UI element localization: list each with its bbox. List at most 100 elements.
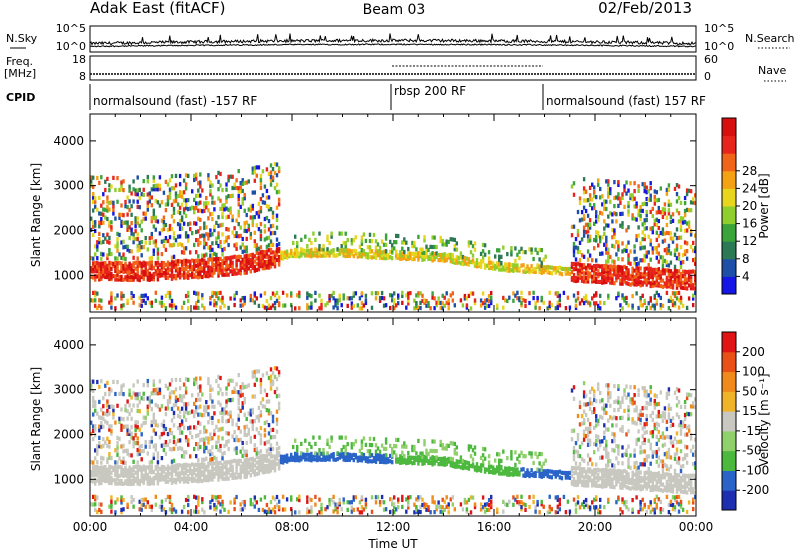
- power-cell: [306, 248, 309, 253]
- power-cell: [621, 268, 624, 273]
- power-cell: [124, 256, 127, 261]
- power-cell: [320, 253, 323, 258]
- power-cell: [320, 298, 323, 303]
- power-cell: [156, 219, 160, 224]
- velocity-cell: [364, 456, 368, 461]
- velocity-cell: [118, 473, 121, 478]
- velocity-cell: [213, 428, 216, 433]
- power-cell: [199, 258, 202, 263]
- power-cell: [112, 175, 115, 180]
- power-cell: [229, 258, 232, 264]
- power-cell: [168, 195, 172, 200]
- velocity-cell: [423, 439, 426, 444]
- velocity-cell: [215, 505, 218, 510]
- power-cell: [132, 271, 135, 276]
- power-cell: [197, 267, 200, 272]
- power-cell: [358, 244, 362, 249]
- power-cell: [481, 242, 485, 247]
- power-cell: [197, 295, 200, 300]
- velocity-cell: [249, 497, 253, 503]
- velocity-cell: [441, 446, 444, 451]
- power-cell: [677, 277, 681, 282]
- velocity-cell: [201, 457, 204, 462]
- velocity-cell: [197, 420, 200, 425]
- velocity-cell: [144, 439, 147, 445]
- power-cell: [231, 230, 234, 235]
- power-cell: [538, 257, 541, 262]
- y-tick-label: 2000: [53, 223, 84, 237]
- power-cell: [318, 247, 321, 252]
- power-cell: [536, 298, 539, 303]
- velocity-cell: [279, 454, 283, 459]
- velocity-cell: [338, 452, 341, 457]
- power-cell: [639, 217, 642, 222]
- power-cell: [203, 237, 206, 242]
- power-cell: [273, 255, 277, 260]
- power-cell: [164, 236, 168, 241]
- power-cell: [615, 212, 618, 217]
- velocity-cell: [362, 453, 366, 458]
- velocity-cell: [98, 502, 101, 507]
- power-cell: [659, 305, 663, 311]
- power-cell: [342, 251, 345, 256]
- velocity-cell: [211, 457, 214, 462]
- velocity-cell: [122, 456, 125, 461]
- velocity-cell: [490, 494, 493, 500]
- velocity-cell: [106, 443, 109, 448]
- velocity-cell: [132, 504, 135, 509]
- power-cell: [538, 266, 541, 272]
- power-cell: [336, 253, 339, 258]
- velocity-cell: [453, 448, 457, 453]
- velocity-cell: [104, 383, 107, 388]
- power-cell: [191, 267, 194, 272]
- power-cell: [595, 230, 598, 235]
- power-cell: [617, 196, 620, 201]
- power-cell: [588, 234, 592, 239]
- velocity-cell: [263, 454, 267, 459]
- velocity-cell: [269, 374, 273, 379]
- power-cell: [617, 264, 620, 269]
- velocity-cell: [166, 399, 170, 404]
- velocity-cell: [114, 481, 117, 486]
- power-cell: [393, 240, 396, 245]
- power-cell: [170, 202, 174, 207]
- power-cell: [277, 189, 281, 194]
- velocity-cell: [94, 494, 97, 499]
- power-cell: [599, 264, 602, 269]
- velocity-cell: [231, 434, 234, 439]
- power-cell: [146, 275, 150, 280]
- power-cell: [213, 291, 216, 296]
- power-cell: [197, 208, 200, 213]
- power-cell: [669, 271, 673, 276]
- power-cell: [431, 235, 434, 240]
- power-cell: [126, 300, 129, 305]
- power-cell: [118, 261, 121, 266]
- velocity-cell: [193, 377, 196, 382]
- power-cell: [572, 262, 576, 267]
- power-cell: [455, 241, 459, 246]
- velocity-cell: [229, 410, 232, 415]
- velocity-cell: [413, 444, 416, 450]
- power-cell: [653, 197, 657, 202]
- velocity-cell: [227, 411, 230, 416]
- velocity-cell: [197, 509, 200, 514]
- velocity-cell: [350, 505, 354, 510]
- velocity-cell: [108, 467, 111, 472]
- power-cell: [154, 298, 158, 303]
- power-cell: [487, 250, 491, 255]
- power-cell: [229, 296, 232, 301]
- power-cell: [619, 196, 622, 201]
- power-cell: [257, 210, 261, 215]
- power-cell: [580, 237, 584, 242]
- velocity-cell: [378, 457, 382, 462]
- power-cell: [263, 200, 267, 205]
- power-cell: [558, 271, 562, 276]
- power-cell: [576, 296, 580, 301]
- power-cell: [328, 250, 331, 255]
- power-cell: [671, 298, 675, 304]
- velocity-cell: [239, 458, 242, 464]
- power-cell: [673, 293, 677, 298]
- velocity-cell: [455, 462, 459, 467]
- velocity-cell: [144, 467, 147, 472]
- power-cell: [110, 295, 113, 300]
